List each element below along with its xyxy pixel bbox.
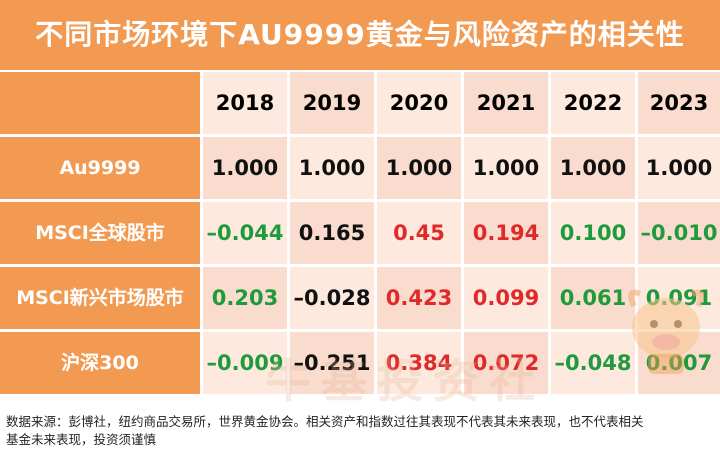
value-cell: 0.203 bbox=[203, 267, 287, 329]
value-cell: –0.009 bbox=[203, 332, 287, 394]
value-cell: –0.044 bbox=[203, 202, 287, 264]
year-header: 2022 bbox=[551, 72, 635, 134]
value-cell: 0.423 bbox=[377, 267, 461, 329]
value-cell: 0.061 bbox=[551, 267, 635, 329]
table-row: MSCI新兴市场股市 0.203 –0.028 0.423 0.099 0.06… bbox=[0, 267, 720, 329]
value-cell: 0.099 bbox=[464, 267, 548, 329]
value-cell: 0.194 bbox=[464, 202, 548, 264]
value-cell: 1.000 bbox=[464, 137, 548, 199]
value-cell: –0.010 bbox=[638, 202, 720, 264]
row-label: MSCI全球股市 bbox=[0, 202, 200, 264]
value-cell: –0.251 bbox=[290, 332, 374, 394]
value-cell: 1.000 bbox=[203, 137, 287, 199]
value-cell: 0.072 bbox=[464, 332, 548, 394]
bull-mascot-icon bbox=[628, 289, 704, 374]
value-cell: 0.45 bbox=[377, 202, 461, 264]
value-cell: –0.028 bbox=[290, 267, 374, 329]
value-cell: 1.000 bbox=[551, 137, 635, 199]
footnote-line: 数据来源：彭博社，纽约商品交易所，世界黄金协会。相关资产和指数过往其表现不代表其… bbox=[6, 414, 644, 429]
value-cell: 1.000 bbox=[290, 137, 374, 199]
year-header: 2020 bbox=[377, 72, 461, 134]
table-row: 沪深300 –0.009 –0.251 0.384 0.072 –0.048 0… bbox=[0, 332, 720, 394]
value-cell: 1.000 bbox=[377, 137, 461, 199]
footnote-line: 基金未来表现，投资须谨慎 bbox=[6, 432, 157, 447]
table-row: Au9999 1.000 1.000 1.000 1.000 1.000 1.0… bbox=[0, 137, 720, 199]
year-header: 2021 bbox=[464, 72, 548, 134]
table-corner bbox=[0, 72, 200, 134]
table-header-row: 2018 2019 2020 2021 2022 2023 bbox=[0, 72, 720, 134]
value-cell: –0.048 bbox=[551, 332, 635, 394]
row-label: Au9999 bbox=[0, 137, 200, 199]
year-header: 2019 bbox=[290, 72, 374, 134]
table-row: MSCI全球股市 –0.044 0.165 0.45 0.194 0.100 –… bbox=[0, 202, 720, 264]
source-footnote: 数据来源：彭博社，纽约商品交易所，世界黄金协会。相关资产和指数过往其表现不代表其… bbox=[6, 413, 714, 449]
value-cell: 0.384 bbox=[377, 332, 461, 394]
page-title: 不同市场环境下AU9999黄金与风险资产的相关性 bbox=[0, 0, 720, 70]
value-cell: 0.165 bbox=[290, 202, 374, 264]
row-label: MSCI新兴市场股市 bbox=[0, 267, 200, 329]
value-cell: 0.100 bbox=[551, 202, 635, 264]
year-header: 2023 bbox=[638, 72, 720, 134]
value-cell: 1.000 bbox=[638, 137, 720, 199]
year-header: 2018 bbox=[203, 72, 287, 134]
row-label: 沪深300 bbox=[0, 332, 200, 394]
